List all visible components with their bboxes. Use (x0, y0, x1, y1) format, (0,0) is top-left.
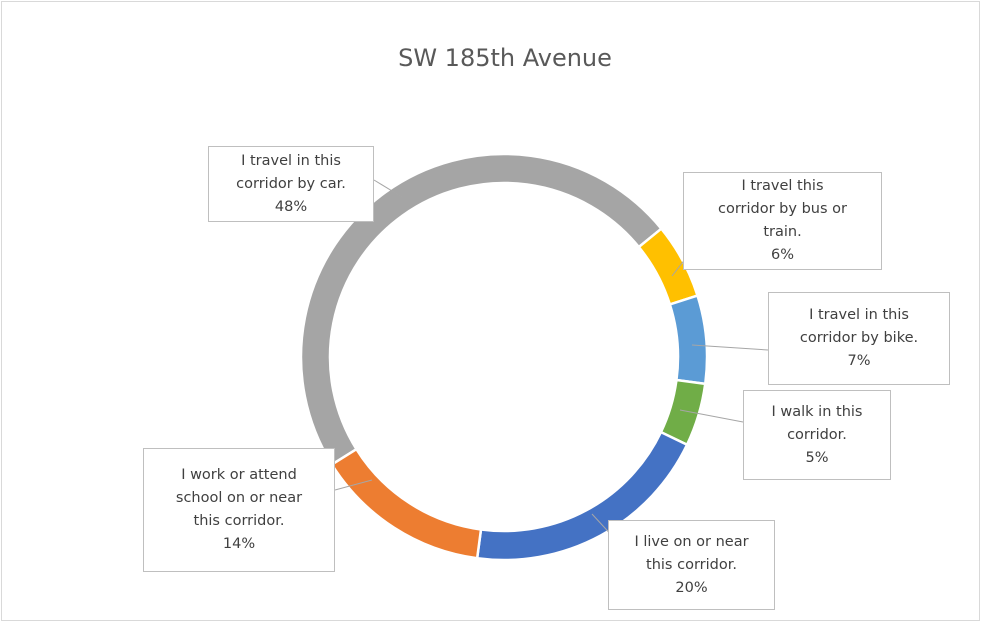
callout-value: 48% (274, 198, 308, 215)
leader-line (334, 479, 373, 491)
data-callout: I travel in this corridor by bike. 7% (768, 292, 950, 385)
callout-value: 7% (847, 353, 871, 369)
leader-line (679, 409, 744, 423)
donut-slice (668, 294, 709, 386)
data-callout: I travel in this corridor by car. 48% (208, 146, 374, 222)
callout-category: I travel this corridor by bus or train. (718, 178, 847, 240)
callout-category: I live on or near this corridor. (634, 533, 749, 573)
callout-category: I work or attend school on or near this … (175, 467, 303, 529)
donut-slice (330, 447, 483, 560)
callout-category: I travel in this corridor by car. (236, 152, 346, 192)
data-callout: I walk in this corridor. 5% (743, 390, 891, 480)
chart-title: SW 185th Avenue (398, 44, 612, 72)
leader-line (373, 179, 403, 198)
data-callout: I live on or near this corridor. 20% (608, 520, 775, 610)
callout-category: I travel in this corridor by bike. (799, 307, 919, 346)
data-callout: I work or attend school on or near this … (143, 448, 335, 572)
callout-value: 20% (675, 579, 708, 596)
callout-value: 5% (805, 449, 829, 466)
leader-line (691, 344, 769, 351)
callout-category: I walk in this corridor. (771, 403, 863, 443)
callout-value: 6% (770, 247, 794, 263)
data-callout: I travel this corridor by bus or train. 6… (683, 172, 882, 270)
callout-value: 14% (222, 536, 256, 552)
